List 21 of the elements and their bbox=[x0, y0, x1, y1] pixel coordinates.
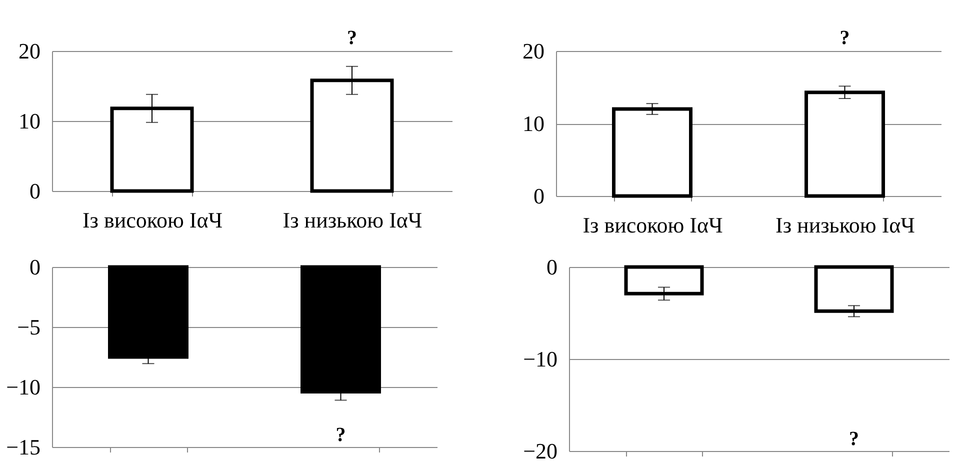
text: ? bbox=[347, 27, 357, 49]
y-tick-label: 0 bbox=[546, 254, 558, 280]
annotation: ? bbox=[849, 428, 859, 450]
x-tick-label: Із високою IαЧ bbox=[82, 208, 223, 232]
text: ? bbox=[840, 27, 850, 49]
y-tick-label: 10 bbox=[18, 108, 40, 134]
y-tick-label: 20 bbox=[18, 38, 40, 64]
y-tick-label: 10 bbox=[522, 111, 544, 136]
y-tick-label: −20 bbox=[523, 438, 558, 464]
y-tick-label: −5 bbox=[17, 314, 40, 340]
x-tick-label: Із низькою IαЧ bbox=[282, 208, 422, 232]
y-tick-label: 0 bbox=[534, 184, 544, 208]
y-tick-label: −10 bbox=[523, 346, 558, 372]
y-tick-label: −15 bbox=[6, 434, 40, 460]
y-tick-label: −10 bbox=[6, 374, 40, 400]
y-tick-label: 20 bbox=[522, 38, 544, 64]
y-tick-label: 0 bbox=[30, 254, 40, 280]
annotation: ? bbox=[336, 424, 346, 446]
x-tick-label: Із низькою IαЧ bbox=[776, 212, 915, 238]
y-tick-label: 0 bbox=[30, 178, 40, 204]
x-tick-label: Із високою IαЧ bbox=[582, 212, 723, 238]
